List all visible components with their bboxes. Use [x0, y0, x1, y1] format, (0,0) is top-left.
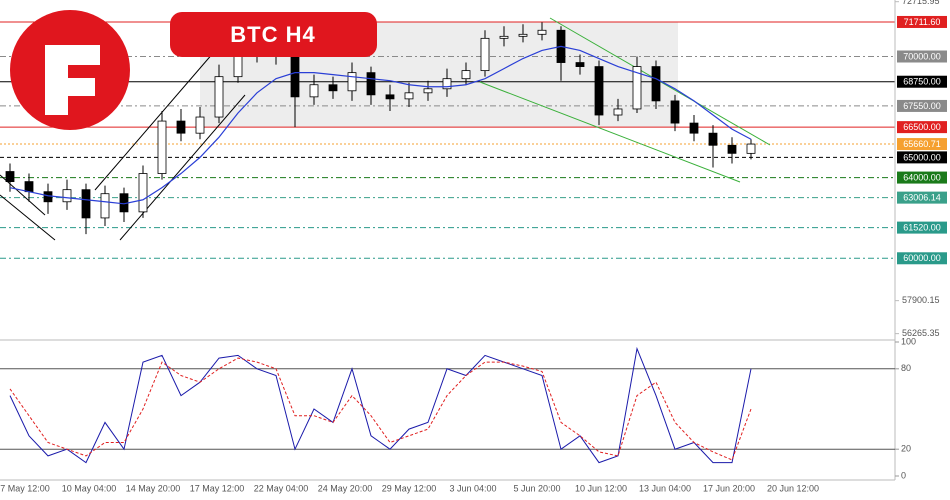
y-tick-label: 80: [901, 363, 911, 373]
candle-body: [670, 100, 680, 124]
y-tick-label: 57900.15: [902, 295, 940, 305]
candle-body: [594, 66, 604, 116]
candle-body: [328, 84, 338, 92]
moving-average: [9, 45, 752, 205]
candle-body: [195, 116, 205, 134]
candle-body: [499, 35, 509, 39]
oscillator-line: [9, 357, 752, 461]
x-tick-label: 10 Jun 12:00: [575, 483, 627, 493]
candle-body: [309, 84, 319, 98]
x-tick-label: 24 May 20:00: [318, 483, 373, 493]
x-tick-label: 7 May 12:00: [0, 483, 50, 493]
level-tag: [897, 191, 947, 204]
x-tick-label: 5 Jun 20:00: [513, 483, 560, 493]
level-label: 65000.00: [903, 152, 941, 162]
level-tag: [897, 151, 947, 164]
level-label: 67550.00: [903, 101, 941, 111]
trend-line: [119, 94, 246, 241]
y-tick-label: 20: [901, 444, 911, 454]
level-tag: [897, 15, 947, 28]
candle-body: [214, 76, 224, 118]
level-tag: [897, 121, 947, 134]
x-tick-label: 22 May 04:00: [254, 483, 309, 493]
candle-body: [708, 132, 718, 146]
x-tick-label: 17 May 12:00: [190, 483, 245, 493]
x-tick-label: 10 May 04:00: [62, 483, 117, 493]
x-tick-label: 3 Jun 04:00: [449, 483, 496, 493]
candle-body: [480, 37, 490, 72]
y-tick-label: 56265.35: [902, 328, 940, 338]
level-tag: [897, 50, 947, 63]
level-label: 60000.00: [903, 253, 941, 263]
level-tag: [897, 75, 947, 88]
candle-body: [5, 171, 15, 183]
level-tag: [897, 252, 947, 265]
title-badge: [170, 12, 377, 57]
y-tick-label: 100: [901, 336, 916, 346]
level-label: 61520.00: [903, 222, 941, 232]
candle-body: [138, 173, 148, 213]
candle-body: [442, 78, 452, 90]
trend-line: [0, 194, 56, 241]
candle-body: [423, 88, 433, 94]
logo: [10, 10, 130, 130]
candle-body: [689, 122, 699, 134]
candle-body: [157, 120, 167, 174]
level-tag: [897, 221, 947, 234]
candle-body: [461, 70, 471, 80]
level-label: 66500.00: [903, 122, 941, 132]
candle-body: [404, 92, 414, 100]
level-tag: [897, 99, 947, 112]
x-tick-label: 17 Jun 20:00: [703, 483, 755, 493]
channel-line: [479, 81, 741, 183]
level-label: 63006.14: [903, 192, 941, 202]
level-label: 70000.00: [903, 51, 941, 61]
oscillator-line: [9, 346, 752, 464]
candle-body: [518, 33, 528, 37]
candle-body: [176, 120, 186, 134]
level-label: 65660.71: [903, 139, 941, 149]
chart-title: BTC H4: [230, 22, 315, 47]
candle-body: [347, 72, 357, 92]
x-tick-label: 29 May 12:00: [382, 483, 437, 493]
logo-circle: [10, 10, 130, 130]
level-label: 68750.00: [903, 77, 941, 87]
candle-body: [62, 189, 72, 203]
level-label: 64000.00: [903, 172, 941, 182]
y-tick-label: 0: [901, 470, 906, 480]
x-tick-label: 20 Jun 12:00: [767, 483, 819, 493]
candle-body: [632, 66, 642, 110]
candle-body: [746, 143, 756, 154]
logo-mark: [45, 45, 100, 115]
candle-body: [727, 144, 737, 154]
candle-body: [613, 108, 623, 116]
candle-body: [24, 181, 34, 193]
candle-body: [575, 62, 585, 67]
candle-body: [537, 29, 547, 35]
candle-body: [100, 193, 110, 219]
x-tick-label: 14 May 20:00: [126, 483, 181, 493]
candle-body: [385, 94, 395, 100]
candle-body: [43, 191, 53, 203]
candle-body: [651, 66, 661, 102]
level-tag: [897, 138, 947, 151]
y-tick-label: 72715.95: [902, 0, 940, 6]
trend-line: [94, 44, 221, 191]
candle-body: [366, 72, 376, 96]
level-label: 71711.60: [904, 17, 941, 27]
candle-body: [290, 56, 300, 98]
level-tag: [897, 171, 947, 184]
x-tick-label: 13 Jun 04:00: [639, 483, 691, 493]
candle-body: [81, 189, 91, 219]
